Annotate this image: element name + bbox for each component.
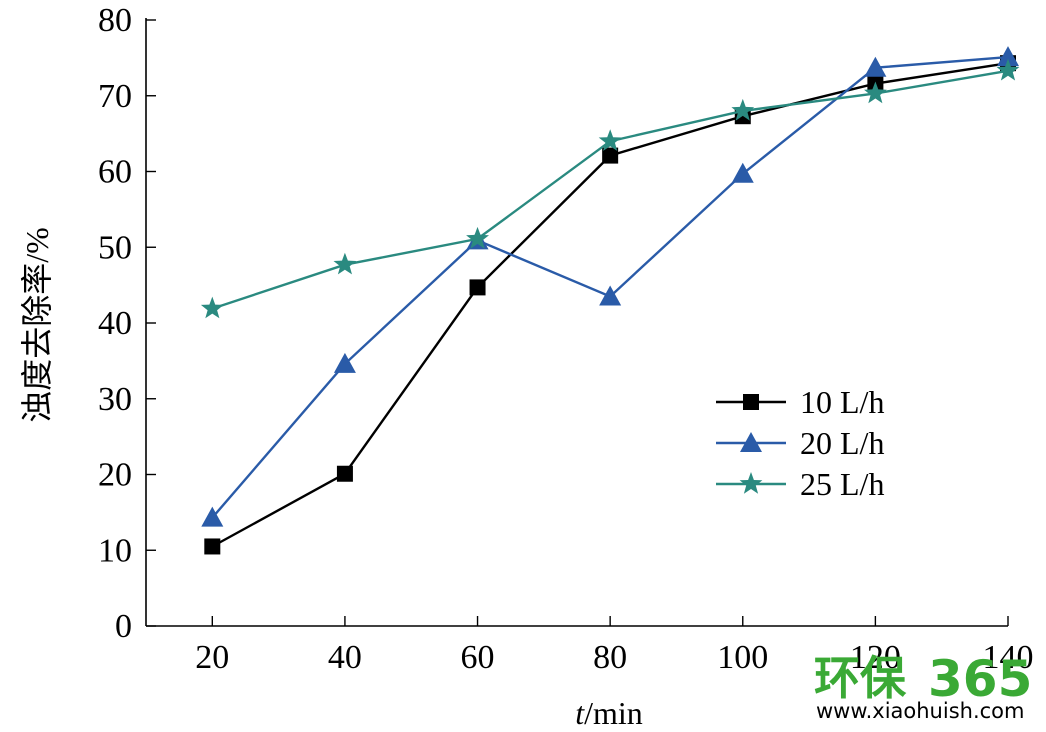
legend-label: 20 L/h	[800, 425, 884, 461]
x-tick-label: 120	[850, 639, 901, 676]
x-tick-label: 60	[461, 639, 495, 676]
y-tick-label: 30	[98, 381, 132, 418]
y-tick-label: 80	[98, 2, 132, 39]
legend-item: 25 L/h	[716, 466, 884, 502]
watermark-brand-num: 365	[928, 650, 1032, 708]
x-tick-label: 20	[195, 639, 229, 676]
legend-marker	[740, 432, 762, 452]
x-ticks: 20 40 60 80 100 120 140	[195, 616, 1034, 676]
axes	[145, 18, 1008, 627]
data-point	[997, 46, 1019, 67]
watermark-brand-cn: 环保	[814, 651, 907, 705]
x-axis-title-italic: t	[575, 695, 585, 731]
x-tick-label: 80	[593, 639, 627, 676]
x-tick-label: 100	[717, 639, 768, 676]
x-axis-title: t/min	[575, 695, 643, 731]
legend: 10 L/h 20 L/h 25 L/h	[716, 384, 884, 502]
series-line	[211, 69, 1009, 310]
data-point	[336, 465, 353, 482]
series-layer	[200, 46, 1020, 555]
data-point	[598, 129, 622, 151]
data-point	[333, 352, 356, 373]
y-tick-label: 0	[115, 608, 132, 645]
data-point	[599, 285, 622, 306]
legend-label: 25 L/h	[800, 466, 884, 502]
y-tick-label: 10	[98, 532, 132, 569]
data-point	[731, 98, 755, 121]
y-tick-label: 70	[98, 78, 132, 115]
data-point	[200, 296, 224, 319]
legend-marker	[739, 472, 763, 494]
y-axis-title: 浊度去除率/%	[19, 227, 55, 423]
watermark: 环保 365 www.xiaohuish.com	[814, 650, 1032, 723]
data-point	[602, 147, 619, 164]
legend-label: 10 L/h	[800, 384, 884, 420]
series-3	[200, 58, 1020, 319]
y-ticks: 0 10 20 30 40 50 60 70 80	[98, 2, 156, 645]
series-2	[201, 46, 1019, 527]
y-tick-label: 20	[98, 457, 132, 494]
x-axis-title-rest: /min	[584, 695, 643, 731]
y-tick-label: 50	[98, 229, 132, 266]
legend-marker	[743, 394, 759, 410]
y-tick-label: 40	[98, 305, 132, 342]
data-point	[864, 56, 887, 77]
legend-item: 10 L/h	[716, 384, 884, 420]
data-point	[466, 226, 489, 249]
y-tick-label: 60	[98, 154, 132, 191]
data-point	[469, 279, 486, 296]
legend-item: 20 L/h	[716, 425, 884, 461]
x-tick-label: 40	[328, 639, 362, 676]
watermark-url: www.xiaohuish.com	[816, 699, 1024, 723]
data-point	[201, 506, 224, 527]
data-point	[204, 538, 221, 555]
data-point	[333, 252, 357, 275]
data-point	[731, 162, 754, 183]
data-point	[996, 58, 1020, 81]
x-tick-label: 140	[983, 639, 1034, 676]
data-point	[864, 81, 887, 104]
